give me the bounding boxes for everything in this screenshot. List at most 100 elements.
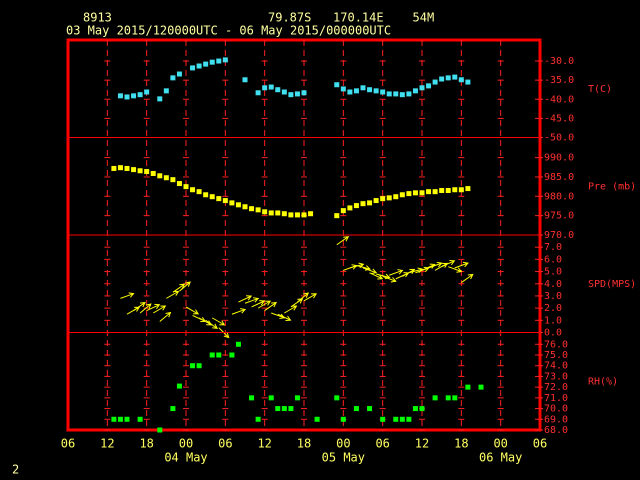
data-point <box>281 89 287 95</box>
data-point <box>242 77 248 83</box>
y-tick-label: -30.0 <box>544 56 574 67</box>
data-point <box>432 189 438 195</box>
wind-arrow <box>211 317 226 326</box>
y-tick-label: 975.0 <box>544 211 574 222</box>
data-point <box>465 384 471 390</box>
data-point <box>360 85 366 91</box>
data-point <box>249 206 255 212</box>
data-point <box>380 196 386 202</box>
data-point <box>144 89 150 95</box>
data-point <box>124 94 130 100</box>
y-tick-label: 68.0 <box>544 425 568 436</box>
x-tick-label: 06 <box>533 437 547 451</box>
x-tick-label: 12 <box>415 437 429 451</box>
y-tick-label: 0.0 <box>544 328 562 339</box>
data-point <box>203 61 209 67</box>
y-tick-label: 2.0 <box>544 303 562 314</box>
y-tick-label: 72.0 <box>544 382 568 393</box>
y-tick-label: 4.0 <box>544 279 562 290</box>
data-point <box>301 90 307 96</box>
wind-arrow <box>185 306 200 315</box>
x-tick-label: 12 <box>100 437 114 451</box>
data-point <box>268 84 274 90</box>
data-point <box>406 416 412 422</box>
wind-arrow <box>133 301 146 311</box>
y-tick-label: 1.0 <box>544 315 562 326</box>
station-id: 8913 <box>83 11 112 25</box>
data-point <box>216 352 222 358</box>
data-point <box>150 170 156 176</box>
data-point <box>399 92 405 98</box>
wind-arrow <box>375 273 391 280</box>
data-point <box>229 200 235 206</box>
wind-arrow <box>251 300 266 308</box>
data-point <box>465 186 471 192</box>
data-point <box>288 406 294 412</box>
wind-arrow <box>448 266 463 273</box>
x-tick-label: 06 <box>61 437 75 451</box>
wind-arrow <box>336 236 350 246</box>
wind-arrow <box>172 283 186 293</box>
data-point <box>170 406 176 412</box>
wind-arrow <box>146 303 161 312</box>
data-point <box>478 384 484 390</box>
wind-arrow <box>152 305 167 314</box>
data-point <box>445 75 451 81</box>
data-point <box>275 406 281 412</box>
data-point <box>340 86 346 92</box>
data-point <box>373 198 379 204</box>
x-tick-label: 18 <box>139 437 153 451</box>
data-point <box>393 194 399 200</box>
data-point <box>170 75 176 81</box>
data-point <box>137 168 143 174</box>
wind-arrow <box>120 292 135 299</box>
data-point <box>196 63 202 69</box>
y-tick-label: -45.0 <box>544 113 574 124</box>
data-point <box>163 175 169 181</box>
data-point <box>445 395 451 401</box>
data-point <box>419 406 425 412</box>
day-label: 05 May <box>322 451 365 465</box>
data-point <box>419 190 425 196</box>
day-label: 06 May <box>479 451 522 465</box>
data-point <box>209 59 215 65</box>
data-point <box>294 212 300 218</box>
wind-arrow <box>362 267 378 274</box>
data-point <box>373 88 379 94</box>
data-point <box>255 90 261 96</box>
data-point <box>340 416 346 422</box>
station-location: 79.87S 170.14E 54M <box>268 11 434 25</box>
y-tick-label: 970.0 <box>544 230 574 241</box>
data-point <box>144 169 150 175</box>
data-point <box>249 395 255 401</box>
y-tick-label: 5.0 <box>544 267 562 278</box>
data-point <box>229 352 235 358</box>
data-point <box>117 93 123 99</box>
data-point <box>367 200 373 206</box>
x-tick-label: 00 <box>179 437 193 451</box>
data-point <box>268 395 274 401</box>
data-point <box>347 89 353 95</box>
wind-arrow <box>454 261 469 269</box>
data-point <box>255 416 261 422</box>
data-point <box>235 341 241 347</box>
data-point <box>124 165 130 171</box>
x-tick-label: 06 <box>218 437 232 451</box>
data-point <box>190 65 196 71</box>
data-point <box>426 189 432 195</box>
wind-arrow <box>461 273 474 283</box>
data-point <box>190 363 196 369</box>
data-point <box>196 189 202 195</box>
wind-arrow <box>264 301 277 311</box>
data-point <box>131 93 137 99</box>
y-tick-label: 990.0 <box>544 153 574 164</box>
data-point <box>157 96 163 102</box>
data-point <box>347 205 353 211</box>
data-point <box>367 406 373 412</box>
y-tick-label: 7.0 <box>544 242 562 253</box>
data-point <box>412 190 418 196</box>
wind-arrow <box>166 290 180 299</box>
y-tick-label: -35.0 <box>544 75 574 86</box>
data-point <box>301 212 307 218</box>
